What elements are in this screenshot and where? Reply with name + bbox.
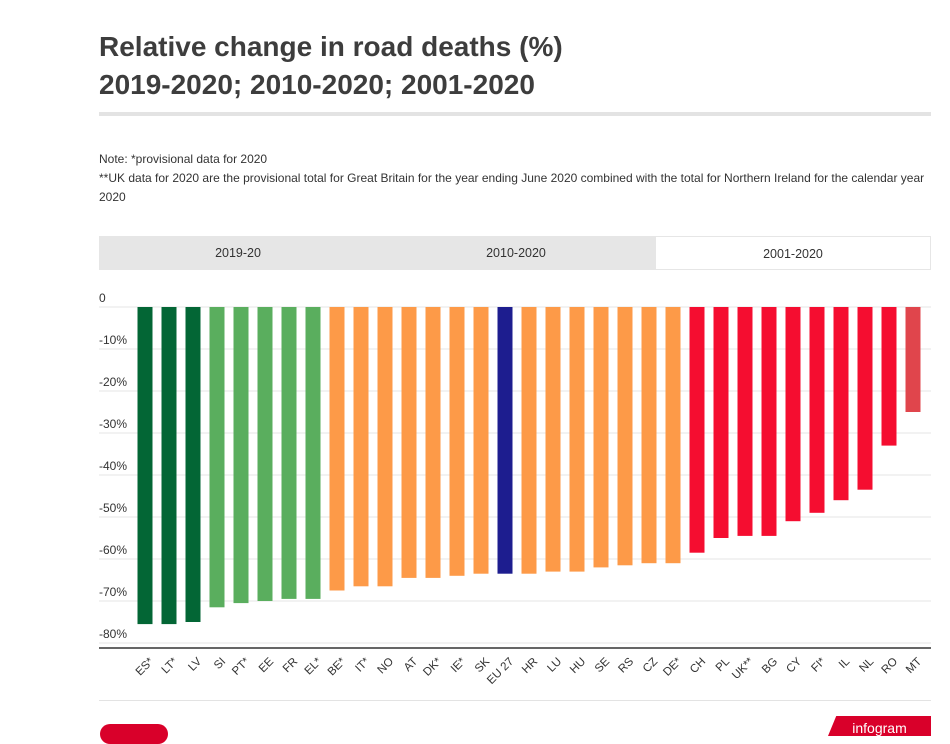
bar-lu[interactable] (545, 307, 561, 572)
y-tick-label: -50% (99, 501, 127, 515)
chart-bars (137, 307, 921, 625)
y-tick-label: 0 (99, 291, 106, 305)
bar-pl[interactable] (713, 307, 729, 538)
y-axis-ticks: 0 -10% -20% -30% -40% -50% -60% -70% -80% (99, 291, 127, 641)
bar-rs[interactable] (617, 307, 633, 566)
bar-el[interactable] (305, 307, 321, 599)
x-category-label: HR (520, 656, 540, 676)
share-button[interactable] (100, 724, 168, 744)
bar-mt[interactable] (905, 307, 921, 412)
bar-lt[interactable] (161, 307, 177, 625)
tab-2019-20[interactable]: 2019-20 (215, 246, 261, 260)
x-category-label: EU 27 (485, 656, 516, 687)
bar-sk[interactable] (473, 307, 489, 574)
bar-cy[interactable] (785, 307, 801, 522)
tab-2010-2020[interactable]: 2010-2020 (486, 246, 546, 260)
x-category-label: IE* (449, 655, 469, 675)
title-line-1: Relative change in road deaths (%) (99, 31, 563, 62)
y-tick-label: -40% (99, 459, 127, 473)
bar-ch[interactable] (689, 307, 705, 553)
x-category-label: FR (281, 656, 300, 675)
x-category-label: LT* (160, 655, 181, 676)
bar-de[interactable] (665, 307, 681, 564)
bar-no[interactable] (377, 307, 393, 587)
bar-it[interactable] (353, 307, 369, 587)
bar-pt[interactable] (233, 307, 249, 604)
bar-eu27[interactable] (497, 307, 513, 574)
bar-hr[interactable] (521, 307, 537, 574)
x-category-label: LV (186, 656, 204, 674)
y-tick-label: -80% (99, 627, 127, 641)
x-category-label: LU (545, 656, 564, 675)
x-category-label: IT* (353, 655, 372, 674)
x-category-label: PL (714, 655, 733, 674)
x-category-label: RS (616, 656, 636, 676)
bar-si[interactable] (209, 307, 225, 608)
infogram-logo[interactable]: infogram (828, 716, 931, 736)
x-category-label: SK (473, 655, 493, 675)
note-uk: **UK data for 2020 are the provisional t… (99, 171, 925, 204)
bar-be[interactable] (329, 307, 345, 591)
x-category-label: CH (688, 656, 708, 676)
footer-divider (99, 700, 931, 701)
tab-2001-2020[interactable]: 2001-2020 (655, 236, 931, 270)
title-line-2: 2019-2020; 2010-2020; 2001-2020 (99, 69, 535, 100)
x-category-label: CZ (641, 656, 660, 675)
bar-dk[interactable] (425, 307, 441, 578)
x-category-label: MT (904, 656, 924, 676)
x-category-label: NL (857, 655, 876, 674)
x-category-label: PT* (230, 655, 252, 677)
x-category-label: EE (257, 655, 277, 675)
x-category-label: DK* (421, 655, 444, 678)
x-category-label: BG (760, 656, 780, 676)
x-category-label: CY (784, 656, 804, 676)
x-category-label: DE* (661, 655, 684, 678)
x-category-label: IL (837, 655, 853, 671)
x-category-label: HU (568, 656, 588, 676)
y-tick-label: -30% (99, 417, 127, 431)
y-tick-label: -10% (99, 333, 127, 347)
bar-es[interactable] (137, 307, 153, 625)
x-category-label: BE* (326, 655, 349, 678)
note-provisional: Note: *provisional data for 2020 (99, 152, 268, 166)
x-category-label: SI (212, 656, 228, 672)
bar-ee[interactable] (257, 307, 273, 601)
x-axis-labels: ES* LT* LV SI PT* EE FR EL* BE* IT* NO AT DK* IE* SKEU… (134, 655, 925, 687)
bar-se[interactable] (593, 307, 609, 568)
x-category-label: UK** (730, 655, 756, 681)
bar-bg[interactable] (761, 307, 777, 536)
x-category-label: SE (593, 655, 613, 675)
bar-nl[interactable] (857, 307, 873, 490)
x-category-label: AT (402, 656, 420, 674)
chart-title: Relative change in road deaths (%) 2019-… (99, 28, 563, 104)
bar-il[interactable] (833, 307, 849, 501)
bar-fr[interactable] (281, 307, 297, 599)
x-category-label: FI* (809, 655, 828, 674)
bar-chart: 0 -10% -20% -30% -40% -50% -60% -70% -80% ES* LT*… (99, 291, 931, 687)
y-tick-label: -20% (99, 375, 127, 389)
x-category-label: EL* (303, 655, 325, 677)
bar-at[interactable] (401, 307, 417, 578)
bar-ro[interactable] (881, 307, 897, 446)
y-tick-label: -60% (99, 543, 127, 557)
chart-notes: Note: *provisional data for 2020 **UK da… (99, 150, 929, 207)
y-tick-label: -70% (99, 585, 127, 599)
bar-ie[interactable] (449, 307, 465, 576)
title-divider (99, 112, 931, 116)
x-category-label: ES* (134, 655, 157, 678)
bar-uk[interactable] (737, 307, 753, 536)
x-category-label: RO (880, 656, 901, 677)
bar-cz[interactable] (641, 307, 657, 564)
x-category-label: NO (376, 656, 397, 677)
bar-fi[interactable] (809, 307, 825, 513)
bar-lv[interactable] (185, 307, 201, 622)
bar-hu[interactable] (569, 307, 585, 572)
period-tabs: 2019-20 2010-2020 2001-2020 (99, 236, 931, 270)
